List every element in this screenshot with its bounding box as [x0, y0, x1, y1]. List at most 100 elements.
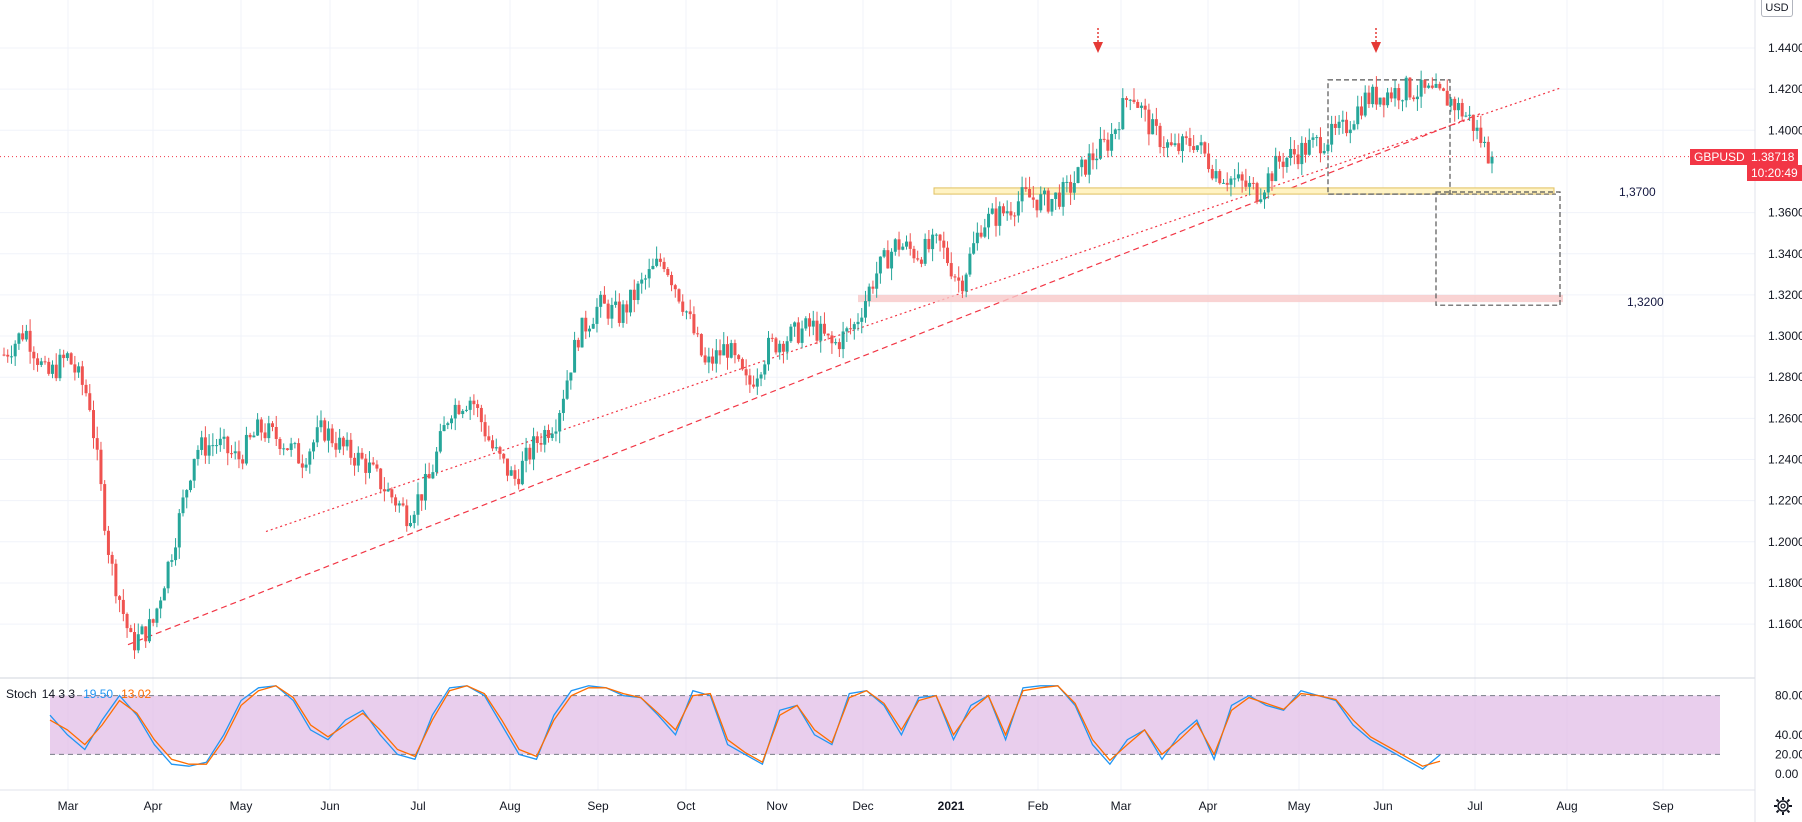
candle-body	[1169, 142, 1173, 146]
candle-body	[1236, 174, 1240, 179]
candle-body	[468, 400, 472, 410]
candle-body	[711, 356, 715, 364]
candle-body	[908, 241, 912, 249]
candle-body	[580, 317, 584, 348]
candle-body	[953, 276, 957, 278]
candle-body	[755, 378, 759, 387]
candle-body	[1095, 158, 1099, 161]
candle-body	[867, 286, 871, 302]
candle-body	[1192, 146, 1196, 150]
time-axis[interactable]: Mar Apr May Jun Jul Aug Sep Oct Nov Dec 2021 Feb Mar…	[58, 799, 1674, 813]
candle-body	[901, 246, 905, 250]
settings-gear-icon[interactable]	[1773, 796, 1793, 816]
candle-body	[349, 439, 353, 458]
candle-body	[1296, 154, 1300, 165]
candle-body	[916, 258, 920, 260]
candle-body	[174, 547, 178, 561]
time-tick-label: Nov	[766, 799, 787, 813]
candle-body	[830, 335, 834, 344]
candle-body	[241, 459, 245, 464]
candle-body	[487, 436, 491, 441]
target-range-box[interactable]	[1435, 191, 1561, 306]
candle-body	[1125, 98, 1129, 100]
candle-body	[502, 453, 506, 459]
candle-body	[617, 301, 621, 323]
time-tick-label: Sep	[587, 799, 609, 813]
candle-body	[1311, 137, 1315, 140]
candle-body	[524, 447, 528, 461]
candle-body	[431, 472, 435, 479]
candle-body	[364, 458, 368, 473]
candle-body	[1389, 92, 1393, 99]
dashed-trendline[interactable]	[127, 113, 1481, 646]
candle-body	[796, 322, 800, 343]
candle-body	[1281, 161, 1285, 167]
target-zone[interactable]	[858, 294, 1563, 303]
candle-body	[1106, 139, 1110, 151]
candle-body	[1464, 115, 1468, 117]
candle-body	[84, 384, 88, 394]
candle-body	[1404, 77, 1408, 101]
candle-body	[297, 443, 301, 464]
candle-body	[938, 234, 942, 241]
candle-body	[1151, 119, 1155, 135]
stoch-tick-label: 40.00	[1775, 728, 1802, 742]
candle-body	[625, 304, 629, 313]
candle-body	[1061, 182, 1065, 207]
candle-body	[147, 619, 151, 642]
trendlines[interactable]	[127, 87, 1561, 646]
candle-body	[136, 634, 140, 651]
candle-body	[498, 447, 502, 454]
candle-body	[144, 626, 148, 642]
candle-body	[1255, 183, 1259, 202]
candle-body	[252, 435, 256, 438]
candle-body	[54, 364, 58, 379]
candle-body	[6, 354, 10, 357]
candle-body	[1009, 211, 1013, 216]
price-axis[interactable]: 1.44000 1.42000 1.40000 1.36000 1.34000 1.320…	[1768, 41, 1802, 781]
candle-body	[1218, 171, 1222, 184]
candle-body	[588, 328, 592, 332]
candle-body	[319, 420, 323, 428]
candle-body	[1184, 136, 1188, 139]
candle-body	[558, 413, 562, 432]
candle-body	[688, 311, 692, 315]
candle-body	[1415, 96, 1419, 100]
candle-body	[140, 626, 144, 635]
candle-body	[1318, 137, 1322, 154]
support-zone[interactable]	[933, 187, 1555, 195]
candle-body	[1259, 199, 1263, 202]
candle-body	[405, 505, 409, 527]
candle-body	[1434, 83, 1438, 88]
candle-body	[446, 423, 450, 426]
candle-body	[1013, 215, 1017, 217]
candle-body	[546, 429, 550, 438]
candle-body	[375, 464, 379, 469]
candle-body	[1300, 142, 1304, 165]
support-label: 1,3700	[1619, 185, 1656, 199]
price-tick-label: 1.44000	[1768, 41, 1802, 55]
candle-body	[1016, 201, 1020, 216]
candle-body	[62, 354, 66, 359]
candle-body	[1427, 85, 1431, 88]
price-zones[interactable]	[858, 79, 1563, 306]
stoch-d-value: 13.02	[121, 687, 151, 701]
candle-body	[1057, 192, 1061, 207]
candle-body	[942, 240, 946, 248]
candle-body	[703, 355, 707, 363]
candle-body	[737, 355, 741, 360]
candle-body	[964, 274, 968, 292]
currency-button[interactable]: USD	[1761, 0, 1793, 17]
time-tick-label: Mar	[58, 799, 79, 813]
time-tick-label: Sep	[1652, 799, 1674, 813]
dotted-trendline[interactable]	[265, 87, 1561, 533]
candle-body	[897, 239, 901, 250]
candle-body	[248, 434, 252, 438]
candle-body	[1475, 127, 1479, 131]
candle-body	[1024, 187, 1028, 189]
time-tick-label: May	[230, 799, 253, 813]
candle-body	[1419, 79, 1423, 97]
candle-body	[949, 263, 953, 277]
candle-body	[438, 431, 442, 452]
